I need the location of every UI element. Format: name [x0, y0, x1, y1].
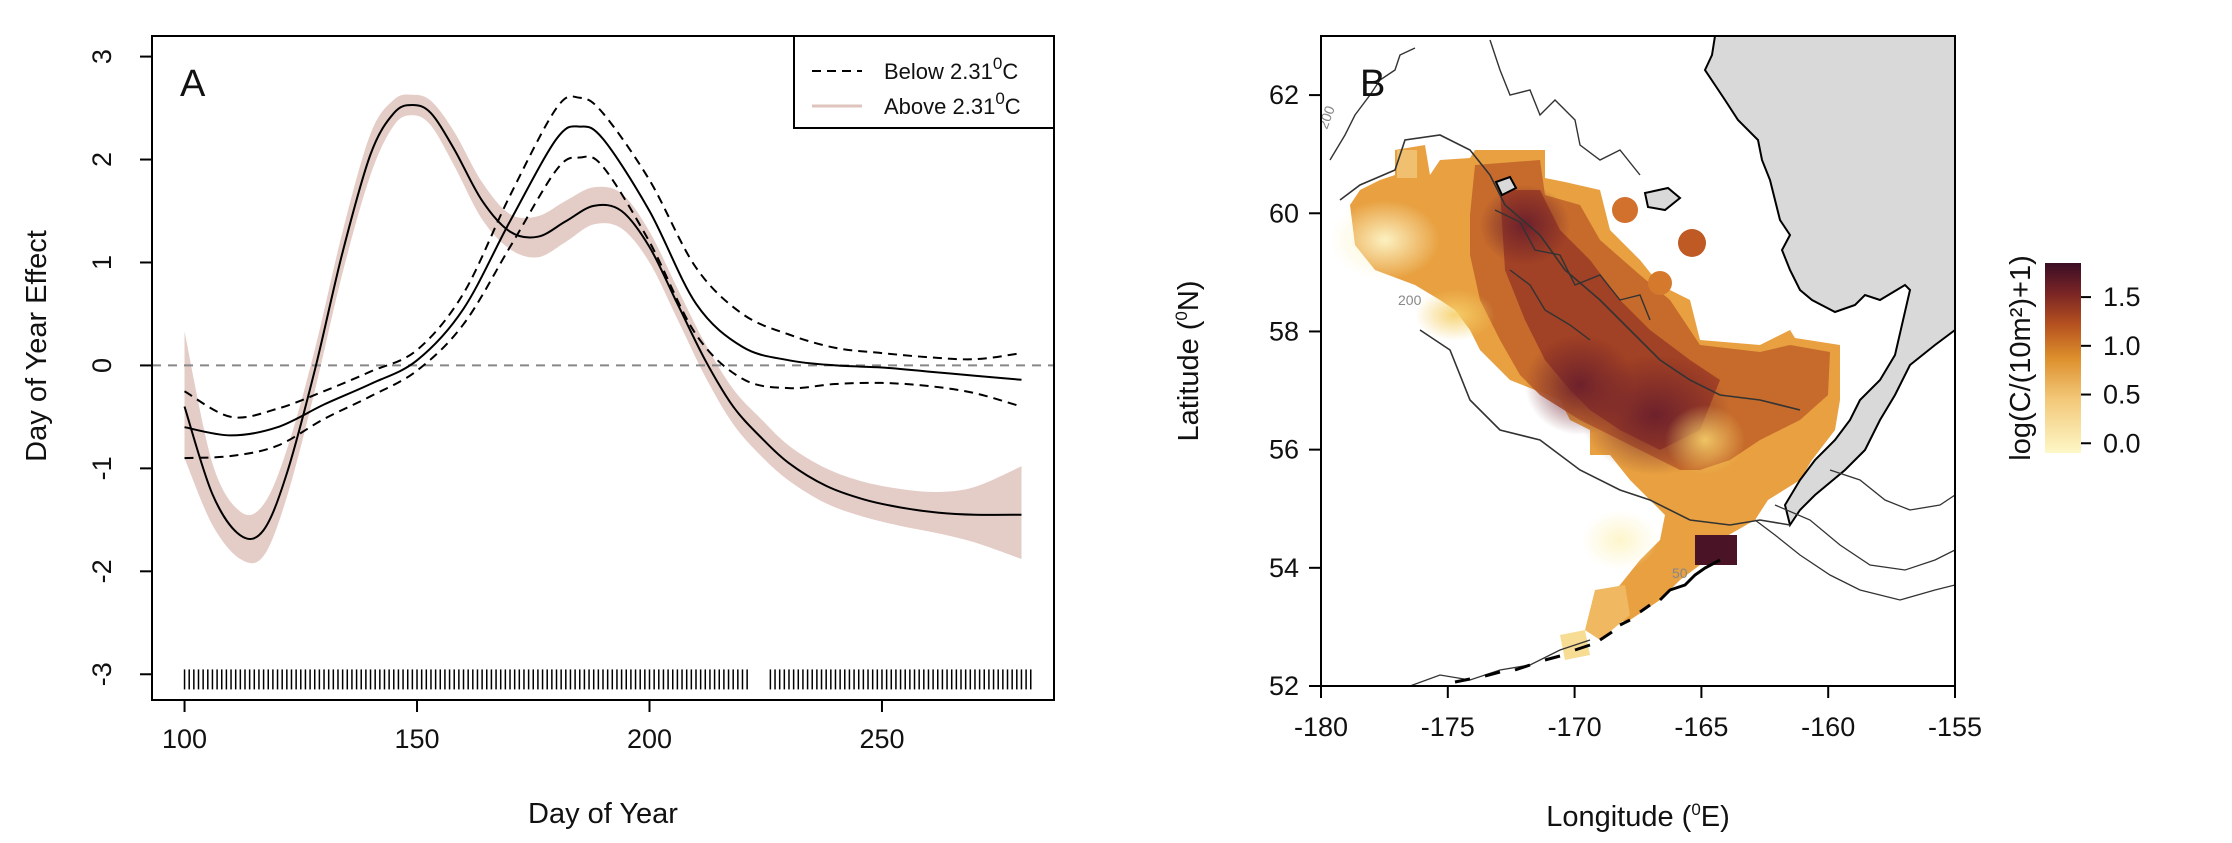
panel-a-legend: Below 2.310C Above 2.310C	[794, 36, 1054, 128]
map-x-tick-label: -180	[1294, 712, 1348, 742]
colorbar-label: log(C/(10m²)+1)	[2005, 255, 2037, 460]
light-patch-west	[1330, 200, 1440, 280]
panel-a-axes: 100 150 200 250 -3 -2 -1 0 1 2 3	[87, 49, 905, 754]
y-tick-label: -1	[87, 456, 117, 480]
map-x-tick-label: -160	[1801, 712, 1855, 742]
x-tick-label: 100	[162, 724, 207, 754]
panel-b-map: 200 200 50 -180 -175 -170 -165 -160 -155 52 54 5…	[1172, 36, 2141, 833]
map-x-tick-label: -175	[1421, 712, 1475, 742]
map-y-tick-label: 56	[1269, 435, 1299, 465]
colorbar-tick-label: 1.5	[2103, 282, 2141, 312]
light-patch-center	[1665, 405, 1745, 475]
map-area: 200 200 50	[1315, 36, 1955, 686]
map-y-tick-label: 58	[1269, 316, 1299, 346]
rug-ticks	[185, 669, 1031, 689]
x-tick-label: 250	[859, 724, 904, 754]
light-patch-south	[1415, 289, 1495, 341]
isolated-cell	[1648, 271, 1672, 295]
panel-a-y-axis-label: Day of Year Effect	[21, 230, 53, 462]
hotspot-north	[1480, 185, 1570, 265]
y-tick-label: -2	[87, 559, 117, 583]
contour-label: 50	[1672, 565, 1688, 581]
y-tick-label: -3	[87, 662, 117, 686]
y-tick-label: 3	[87, 49, 117, 64]
confidence-bands	[185, 94, 1022, 563]
y-tick-label: 2	[87, 152, 117, 167]
map-x-tick-label: -165	[1674, 712, 1728, 742]
colorbar-tick-label: 0.5	[2103, 380, 2141, 410]
map-x-tick-label: -155	[1928, 712, 1982, 742]
x-tick-label: 200	[627, 724, 672, 754]
map-y-tick-label: 52	[1269, 671, 1299, 701]
panel-a-frame	[152, 36, 1054, 700]
colorbar	[2045, 263, 2081, 453]
map-x-tick-label: -170	[1548, 712, 1602, 742]
isolated-cell	[1612, 197, 1638, 223]
map-y-tick-label: 54	[1269, 553, 1299, 583]
panel-b-label: B	[1360, 63, 1385, 105]
map-y-tick-label: 62	[1269, 80, 1299, 110]
y-tick-label: 1	[87, 255, 117, 270]
panel-b-y-axis-label: Latitude (0N)	[1172, 281, 1205, 442]
hotspot-west	[1525, 335, 1635, 435]
isolated-cell	[1678, 229, 1706, 257]
colorbar-ticks: 0.0 0.5 1.0 1.5	[2081, 282, 2141, 458]
light-patch-sw	[1582, 510, 1658, 570]
series-above-band	[185, 94, 1022, 563]
panel-a-label: A	[180, 63, 206, 105]
series-above-line	[185, 105, 1022, 539]
series-lines	[185, 96, 1022, 539]
panel-a-x-axis-label: Day of Year	[528, 798, 678, 830]
panel-a-chart: 100 150 200 250 -3 -2 -1 0 1 2 3 A Day of Year Day…	[21, 36, 1054, 830]
x-tick-label: 150	[394, 724, 439, 754]
colorbar-tick-label: 0.0	[2103, 428, 2141, 458]
y-tick-label: 0	[87, 358, 117, 373]
panel-b-x-axis-label: Longitude (0E)	[1546, 800, 1730, 833]
map-y-tick-label: 60	[1269, 198, 1299, 228]
contour-label: 200	[1398, 292, 1422, 308]
colorbar-tick-label: 1.0	[2103, 331, 2141, 361]
